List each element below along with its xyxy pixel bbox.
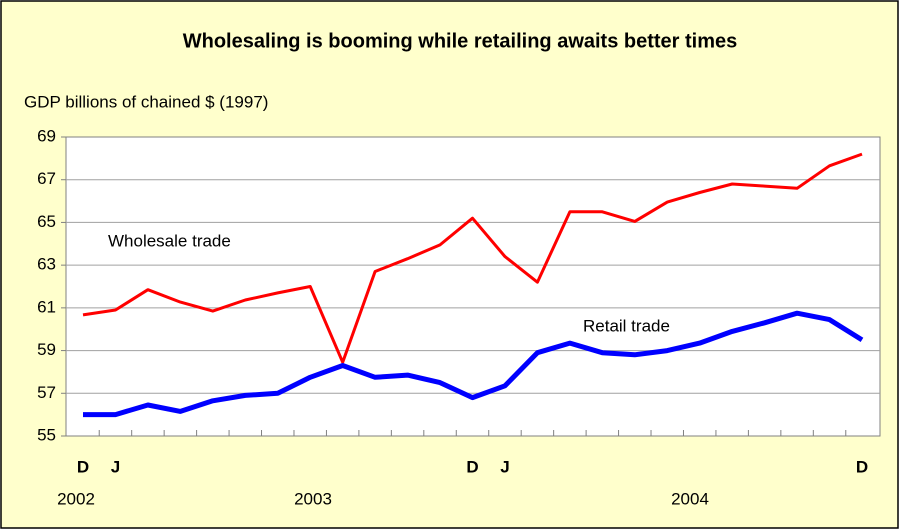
x-tick-label: D xyxy=(856,457,868,476)
y-tick-label: 59 xyxy=(37,340,56,359)
plot-area xyxy=(65,136,881,437)
y-axis-label: GDP billions of chained $ (1997) xyxy=(24,92,268,111)
year-label: 2004 xyxy=(671,489,709,508)
series-line xyxy=(82,152,863,364)
x-tick-label: D xyxy=(77,457,89,476)
y-tick-label: 65 xyxy=(37,212,56,231)
y-tick-label: 61 xyxy=(37,297,56,316)
y-tick-label: 67 xyxy=(37,169,56,188)
y-tick-label: 63 xyxy=(37,255,56,274)
series-label: Retail trade xyxy=(583,316,670,335)
series-label: Wholesale trade xyxy=(108,231,231,250)
x-tick-label: J xyxy=(111,457,120,476)
series-line xyxy=(83,310,864,418)
year-label: 2002 xyxy=(57,489,95,508)
y-tick-label: 57 xyxy=(37,383,56,402)
x-tick-label: D xyxy=(466,457,478,476)
year-label: 2003 xyxy=(294,489,332,508)
y-tick-label: 55 xyxy=(37,425,56,444)
y-tick-label: 69 xyxy=(37,126,56,145)
chart-title: Wholesaling is booming while retailing a… xyxy=(183,30,738,52)
x-tick-label: J xyxy=(500,457,509,476)
